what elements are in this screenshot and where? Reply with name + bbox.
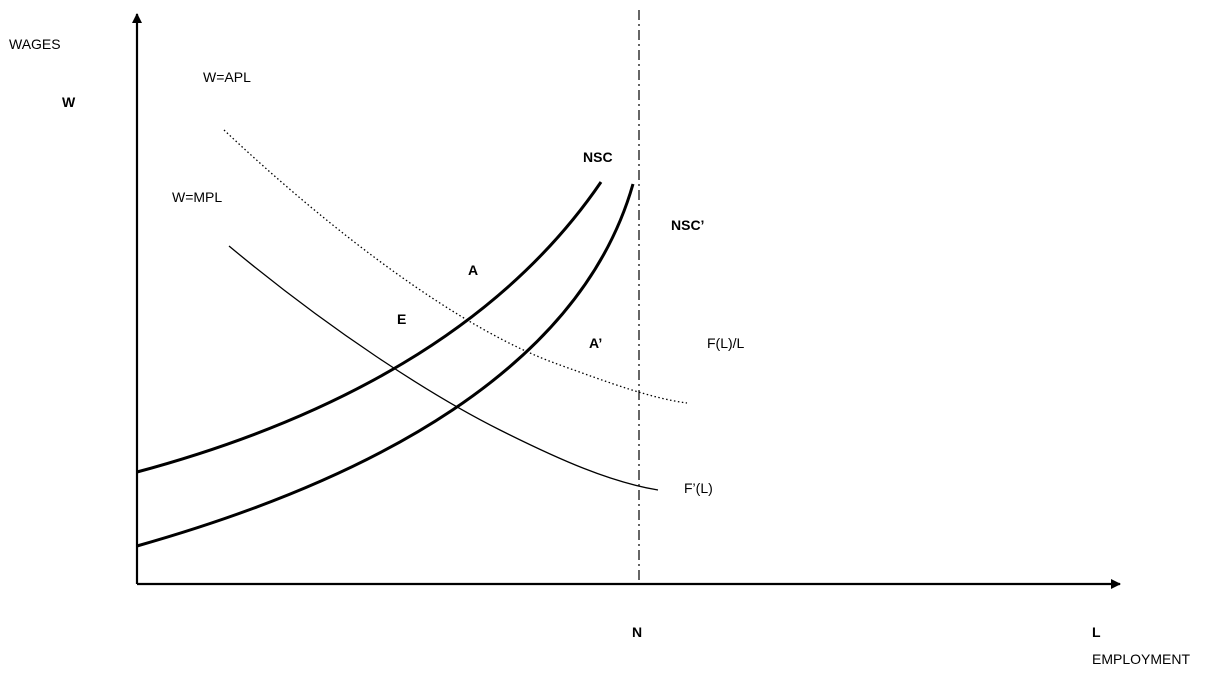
nsc-prime-label: NSC’ xyxy=(671,217,704,233)
nsc-label: NSC xyxy=(583,149,613,165)
mpl-curve xyxy=(228,245,659,491)
x-axis-symbol: L xyxy=(1092,624,1101,640)
point-e-label: E xyxy=(397,311,406,327)
apl-label: W=APL xyxy=(203,69,251,85)
y-axis-title: WAGES xyxy=(9,36,61,52)
x-axis-title: EMPLOYMENT xyxy=(1092,651,1190,667)
n-marker-label: N xyxy=(632,624,642,640)
y-axis-symbol: W xyxy=(62,94,76,110)
point-a-prime-label: A’ xyxy=(589,335,602,351)
point-a-label: A xyxy=(468,262,478,278)
apl-curve xyxy=(223,129,688,404)
mpl-label: W=MPL xyxy=(172,189,222,205)
nsc-prime-curve xyxy=(136,183,635,548)
nsc-curve xyxy=(136,181,603,474)
mpl-function-label: F’(L) xyxy=(684,480,713,496)
apl-function-label: F(L)/L xyxy=(707,335,745,351)
